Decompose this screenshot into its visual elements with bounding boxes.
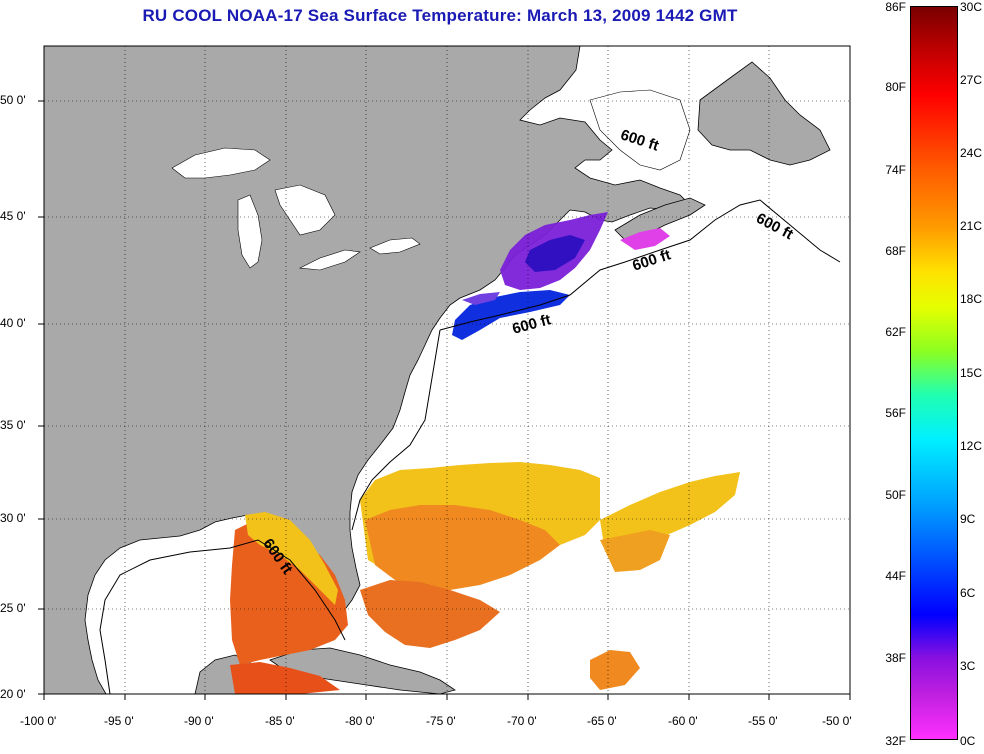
gulf-st-lawrence [589,89,691,171]
sst-scotian-pink [620,228,670,250]
sst-caribbean [230,662,340,694]
colorbar-c-label: 21C [960,219,983,233]
sst-gulf-stream-orange [365,505,560,590]
lat-label: 50 0' [0,93,26,107]
lake-superior [171,147,271,179]
colorbar-f-label: 68F [885,244,906,258]
colorbar-f-label: 38F [885,651,906,665]
lon-label: -85 0' [265,714,295,728]
colorbar-c-label: 3C [960,659,976,673]
lon-label: -60 0' [668,714,698,728]
lon-label: -50 0' [822,714,852,728]
sst-bahamas [360,580,500,648]
isobath-line-south [351,329,441,531]
colorbar-c-label: 9C [960,512,976,526]
graticule [44,46,850,694]
colorbar-f-label: 74F [885,163,906,177]
lat-label: 25 0' [0,601,26,615]
lake-erie [298,249,361,271]
colorbar-f-label: 56F [885,406,906,420]
map-title: RU COOL NOAA-17 Sea Surface Temperature:… [142,6,738,25]
sst-east-yellow [600,472,740,552]
temperature-colorbar [910,6,958,740]
lon-label: -75 0' [426,714,456,728]
colorbar-c-label: 27C [960,73,983,87]
colorbar-f-label: 86F [885,0,906,14]
lat-label: 35 0' [0,418,26,432]
colorbar-f-label: 50F [885,488,906,502]
sst-nj-shelf [462,292,500,305]
lake-huron [274,184,336,236]
colorbar-f-label: 32F [885,734,906,748]
lon-label: -100 0' [20,714,57,728]
isobath-line-north [439,199,841,331]
colorbar-f-label: 44F [885,569,906,583]
isobath-line-gulf [99,539,346,695]
lat-label: 45 0' [0,209,26,223]
lake-michigan [237,194,263,269]
land-north-america [43,45,691,695]
colorbar-c-label: 6C [960,586,976,600]
lat-label: 40 0' [0,316,26,330]
lat-label: 30 0' [0,511,26,525]
lon-label: -80 0' [345,714,375,728]
lon-label: -55 0' [748,714,778,728]
lon-label: -65 0' [587,714,617,728]
sst-gulf-maine-core [525,235,585,272]
land-newfoundland [697,61,831,166]
colorbar-c-label: 12C [960,439,983,453]
colorbar-c-label: 18C [960,292,983,306]
lon-label: -90 0' [184,714,214,728]
lon-label: -95 0' [104,714,134,728]
colorbar-f-label: 62F [885,325,906,339]
colorbar-f-label: 80F [885,80,906,94]
colorbar-c-label: 30C [960,0,983,14]
lon-label: -70 0' [507,714,537,728]
lat-label: 20 0' [0,687,26,701]
sst-west-florida [245,512,338,605]
lake-ontario [369,237,421,255]
colorbar-c-label: 0C [960,734,976,748]
colorbar-c-label: 15C [960,366,983,380]
colorbar-c-label: 24C [960,146,983,160]
land-cuba [269,647,456,695]
sst-se-patch [590,650,640,690]
sst-east-orange [600,530,670,572]
